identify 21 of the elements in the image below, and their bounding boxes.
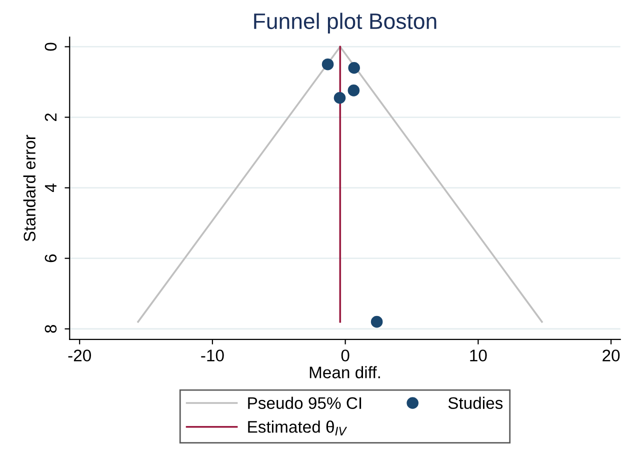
x-tick-label: 20 xyxy=(602,350,620,362)
point xyxy=(322,58,334,70)
point xyxy=(348,84,360,96)
x-axis-title: Mean diff. xyxy=(310,366,380,378)
legend-label: Estimated θ$_{IV}$ xyxy=(248,420,348,436)
y-tick-label: 6 xyxy=(44,254,57,262)
x-tick-label: 10 xyxy=(470,350,487,362)
point xyxy=(334,92,346,104)
x-tick-label: -10 xyxy=(201,350,224,362)
y-axis-title: Standard error xyxy=(23,134,36,242)
point xyxy=(370,316,383,328)
y-tick-label: 0 xyxy=(44,42,57,51)
y-tick-label: 2 xyxy=(44,113,56,122)
legend-label: Studies xyxy=(448,396,503,410)
x-tick-label: -20 xyxy=(68,350,91,362)
point xyxy=(348,62,360,74)
legend-label: Pseudo 95% CI xyxy=(248,396,362,410)
x-tick-label: 0 xyxy=(341,350,350,362)
y-tick-label: 4 xyxy=(44,184,56,192)
y-tick-label: 8 xyxy=(44,324,57,333)
chart-title: Funnel plot Boston xyxy=(254,12,436,34)
